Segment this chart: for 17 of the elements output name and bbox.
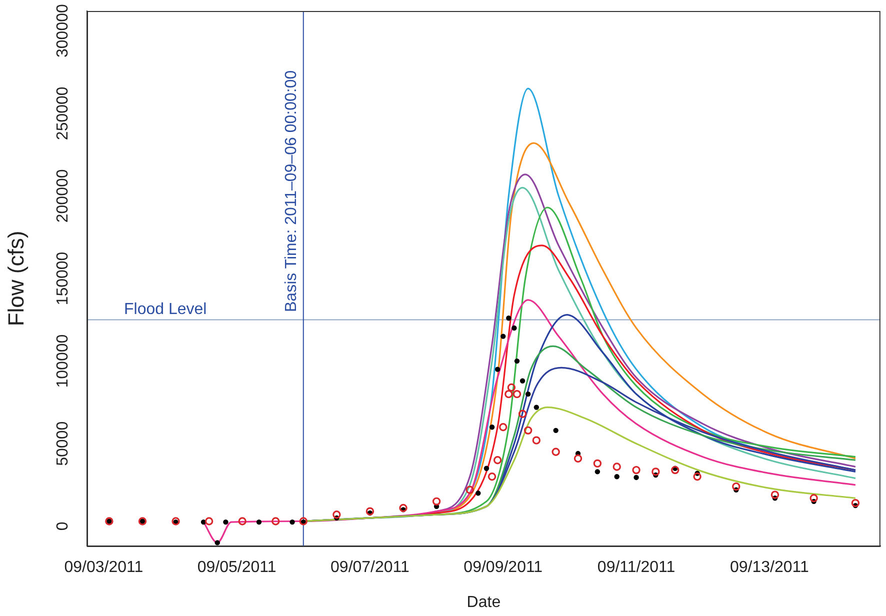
y-tick-label: 150000 [54, 252, 72, 306]
x-axis-title: Date [466, 594, 501, 611]
x-tick-label: 09/03/2011 [64, 559, 144, 576]
ref-line-label: Basis Time: 2011–09–06 00:00:00 [282, 70, 300, 312]
x-tick-label: 09/09/2011 [464, 559, 543, 576]
ref-line-label: Flood Level [124, 301, 207, 318]
x-tick-label: 09/07/2011 [330, 559, 410, 576]
y-axis-title: Flow (cfs) [3, 230, 28, 326]
y-tick-label: 100000 [54, 334, 72, 388]
y-tick-label: 300000 [54, 4, 72, 58]
y-tick-label: 0 [54, 522, 72, 531]
y-tick-label: 250000 [54, 86, 72, 140]
x-tick-label: 09/11/2011 [597, 559, 676, 576]
x-tick-label: 09/05/2011 [197, 559, 276, 576]
y-tick-label: 50000 [54, 421, 72, 466]
x-tick-label: 09/13/2011 [730, 559, 809, 576]
y-tick-label: 200000 [54, 169, 72, 223]
